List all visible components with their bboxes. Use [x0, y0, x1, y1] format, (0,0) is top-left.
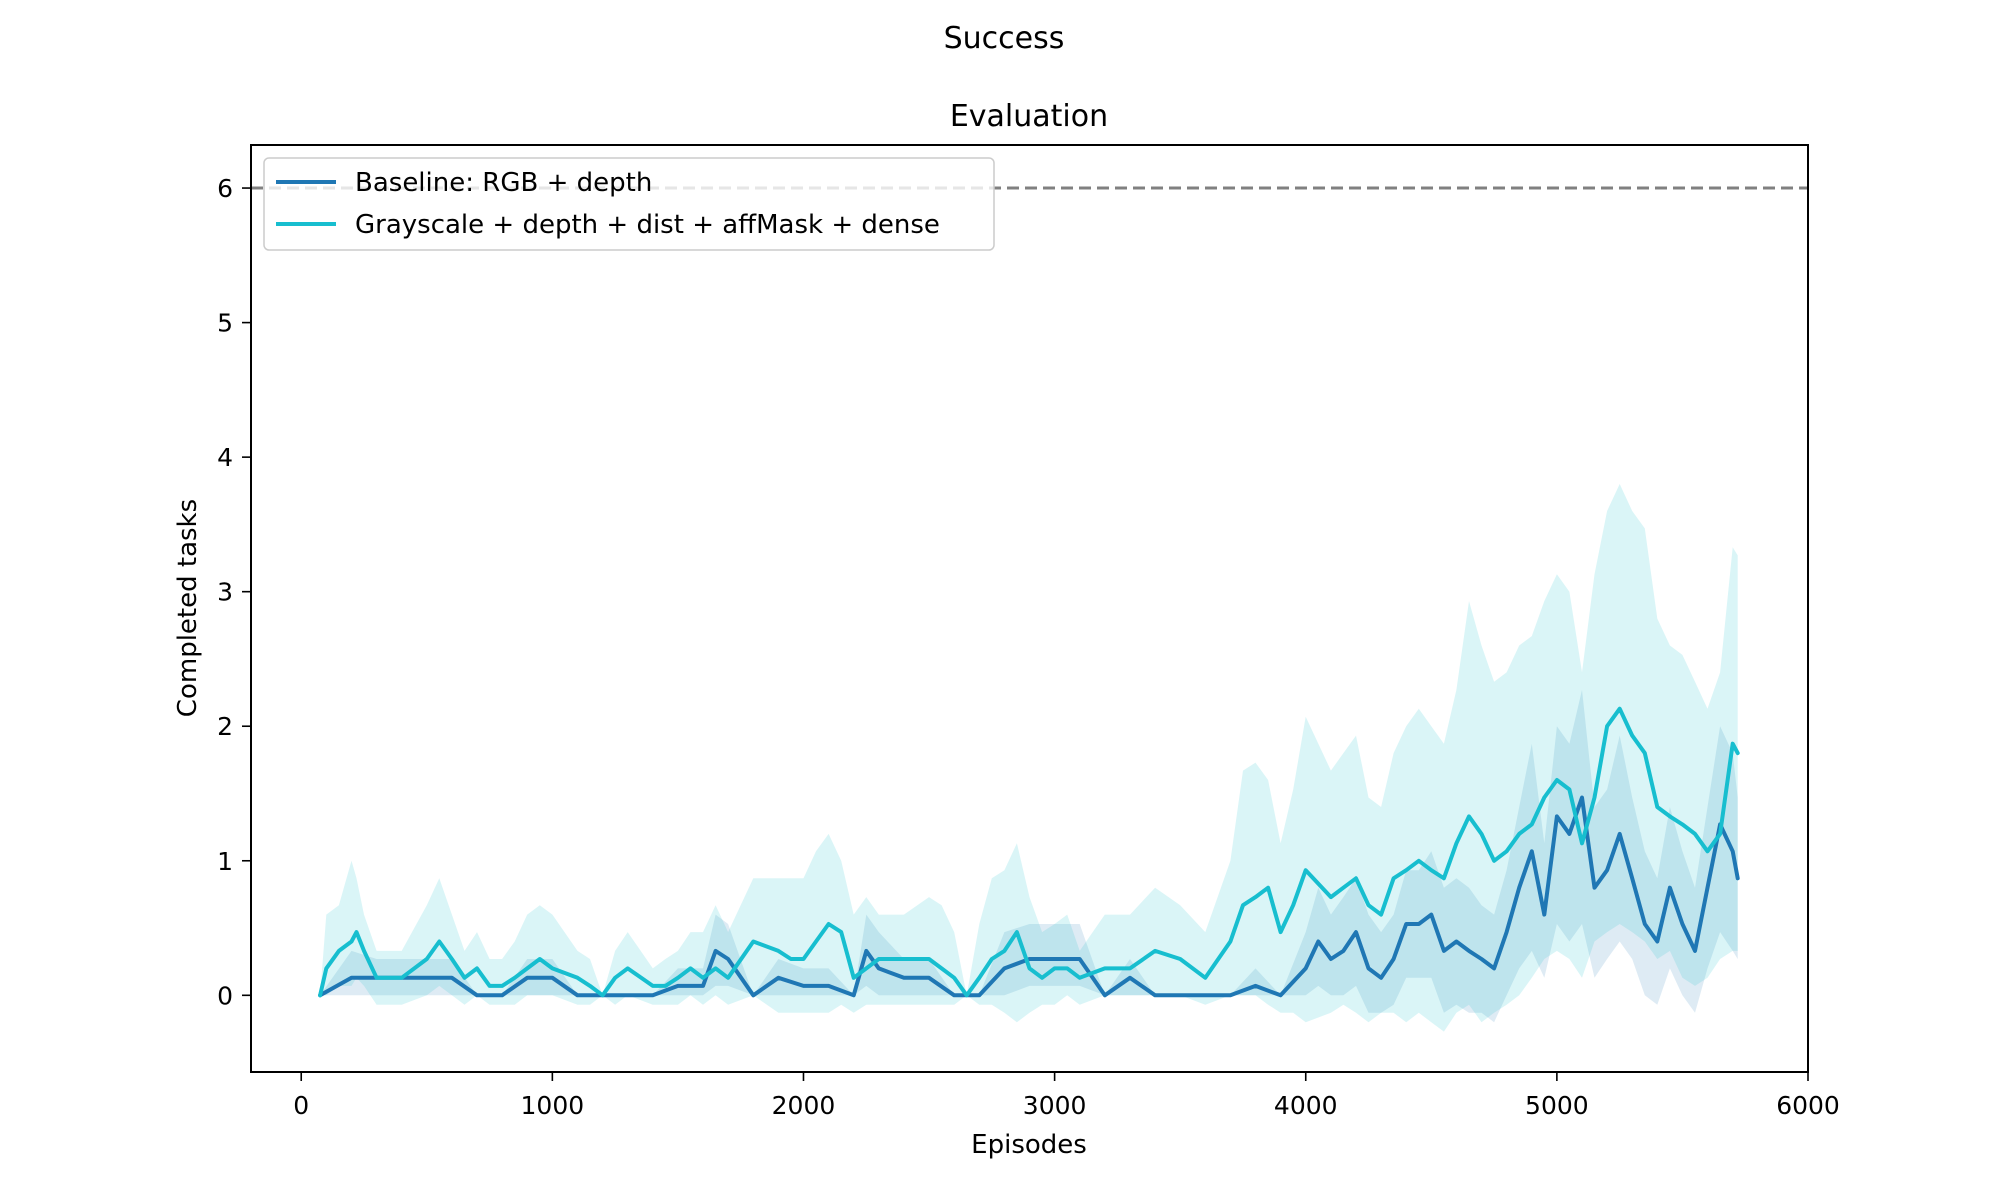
legend-label-grayscale: Grayscale + depth + dist + affMask + den…	[355, 210, 940, 240]
figure-suptitle: Success	[944, 21, 1065, 56]
x-tick-label: 6000	[1776, 1091, 1840, 1120]
x-tick-label: 1000	[521, 1091, 585, 1120]
y-tick-label: 0	[217, 981, 233, 1010]
legend-box	[263, 157, 995, 251]
bands-layer	[320, 484, 1738, 1032]
x-axis-label: Episodes	[971, 1130, 1087, 1160]
y-tick-label: 1	[217, 847, 233, 876]
x-tick-label: 0	[293, 1091, 309, 1120]
series-band-1	[320, 484, 1738, 1032]
y-axis-label: Completed tasks	[173, 499, 203, 717]
y-tick-label: 5	[217, 309, 233, 338]
x-tick-label: 2000	[772, 1091, 836, 1120]
x-tick-label: 3000	[1023, 1091, 1087, 1120]
y-tick-label: 3	[217, 578, 233, 607]
series-line-1	[318, 706, 1740, 998]
chart-title: Evaluation	[950, 99, 1108, 134]
x-axis: 0 1000 2000 3000 4000 5000 6000	[293, 1072, 1840, 1120]
plot-area	[250, 144, 1809, 1073]
y-tick-label: 4	[217, 443, 233, 472]
x-tick-label: 4000	[1274, 1091, 1338, 1120]
plot-frame	[250, 144, 1809, 1073]
y-tick-label: 6	[217, 174, 233, 203]
y-axis: 0 1 2 3 4 5 6	[217, 174, 251, 1010]
x-tick-label: 5000	[1525, 1091, 1589, 1120]
y-tick-label: 2	[217, 712, 233, 741]
lines-layer	[318, 706, 1740, 998]
legend: Baseline: RGB + depth Grayscale + depth …	[263, 157, 995, 251]
series-band-0	[320, 689, 1738, 1023]
legend-label-baseline: Baseline: RGB + depth	[355, 168, 652, 198]
